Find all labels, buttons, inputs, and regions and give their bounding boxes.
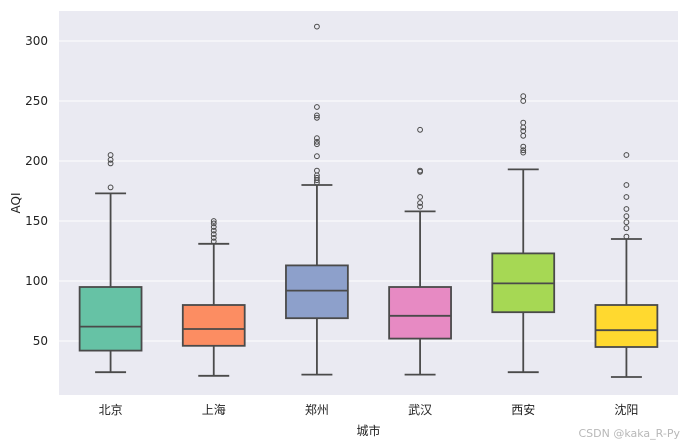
outlier-point [623, 213, 630, 220]
outlier-point [623, 233, 630, 240]
outlier-point [107, 152, 114, 158]
outlier-point [520, 93, 527, 100]
outlier-point [210, 220, 217, 227]
outlier-point [417, 203, 423, 210]
gridlines [59, 40, 678, 342]
outlier-point [520, 143, 527, 150]
outlier-point [210, 218, 217, 224]
y-tick-label: 250 [25, 94, 48, 108]
x-tick-labels: 北京 上海 郑州 武汉 西安 沈阳 [99, 402, 639, 417]
y-tick-label: 200 [25, 154, 48, 168]
box-上海 [181, 218, 246, 377]
box-body [388, 286, 452, 340]
x-tick-label: 上海 [202, 402, 226, 417]
outlier-point [520, 147, 527, 154]
outlier-point [314, 23, 320, 30]
y-axis-label: AQI [9, 193, 23, 214]
outlier-point [314, 167, 320, 174]
x-tick-label: 郑州 [305, 402, 329, 417]
outlier-point [314, 153, 320, 160]
outlier-point [520, 119, 527, 126]
outlier-point [623, 225, 630, 232]
boxes [78, 23, 659, 378]
box-北京 [78, 152, 143, 374]
x-axis-label: 城市 [356, 423, 380, 438]
outlier-point [623, 219, 630, 226]
box-body [285, 264, 349, 320]
outlier-point [107, 160, 114, 167]
outlier-point [314, 104, 320, 110]
outlier-point [210, 227, 217, 234]
outlier-point [314, 135, 320, 142]
x-tick-label: 沈阳 [614, 402, 638, 417]
outlier-point [314, 141, 320, 148]
y-tick-label: 300 [25, 34, 48, 48]
x-tick-label: 西安 [511, 402, 535, 417]
y-tick-label: 150 [25, 214, 48, 228]
box-郑州 [285, 23, 349, 376]
y-tick-label: 50 [33, 334, 48, 348]
y-tick-label: 100 [25, 274, 48, 288]
box-body [181, 304, 246, 347]
box-武汉 [388, 126, 452, 376]
outlier-point [417, 167, 423, 174]
outlier-point [417, 126, 423, 133]
outlier-point [210, 224, 217, 230]
outlier-point [623, 206, 630, 212]
outlier-point [210, 231, 217, 238]
outlier-point [314, 112, 320, 119]
plot-area [59, 11, 678, 395]
x-tick-label: 北京 [99, 403, 123, 417]
outlier-point [520, 128, 527, 134]
outlier-point [623, 152, 630, 158]
box-沈阳 [594, 152, 659, 378]
outlier-point [417, 200, 423, 206]
outlier-point [314, 174, 320, 181]
outlier-point [314, 114, 320, 121]
x-tick-label: 武汉 [408, 403, 432, 417]
outlier-point [210, 234, 217, 241]
box-西安 [491, 93, 556, 374]
outlier-point [623, 194, 630, 200]
box-body [594, 304, 659, 348]
outlier-point [417, 194, 423, 200]
outlier-point [520, 149, 527, 156]
outlier-point [107, 184, 114, 191]
outlier-point [314, 138, 320, 145]
outlier-point [623, 182, 630, 188]
box-body [78, 286, 143, 352]
watermark: CSDN @kaka_R-Py [578, 427, 680, 440]
outlier-point [210, 238, 217, 245]
y-tick-labels: 50 100 150 200 250 300 [25, 34, 48, 348]
